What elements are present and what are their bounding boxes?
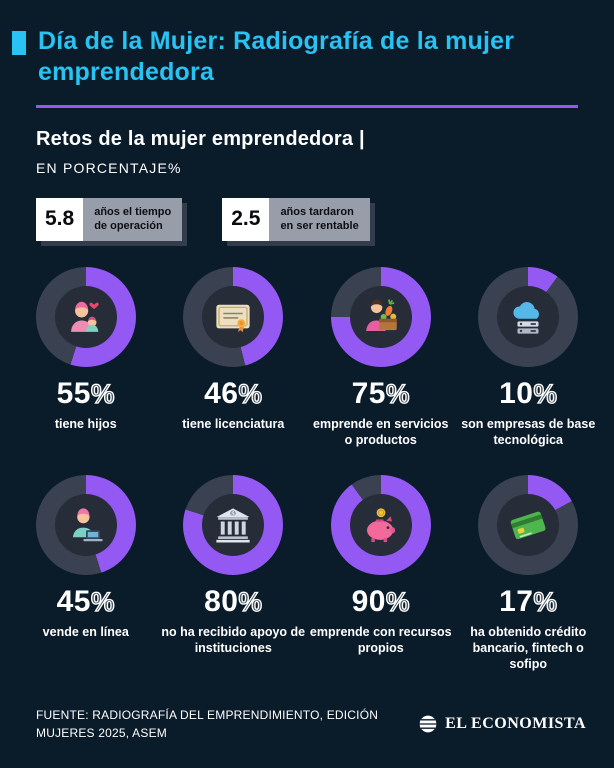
stat-badges: 5.8 años el tiempo de operación 2.5 años … xyxy=(36,197,578,242)
stat-number: 80 xyxy=(204,584,239,618)
badge-label-line1: años tardaron xyxy=(280,205,354,218)
donut-chart xyxy=(183,267,284,368)
stat-card-base-tecnologica: 10% son empresas de base tecnológica xyxy=(455,267,603,449)
stat-percentage: 10% xyxy=(499,379,557,409)
percent-sign: % xyxy=(385,586,410,617)
donut-hole xyxy=(202,286,265,349)
section-title: Retos de la mujer emprendedora | xyxy=(36,127,365,150)
credit-card-icon xyxy=(510,511,546,539)
badge-label: años el tiempo de operación xyxy=(83,197,183,242)
section-head: Retos de la mujer emprendedora | EN PORC… xyxy=(36,128,578,176)
badge-label-line2: de operación xyxy=(94,220,163,233)
donut-chart xyxy=(35,267,136,368)
diploma-icon xyxy=(216,304,250,333)
donut-hole xyxy=(349,493,412,556)
donut-chart xyxy=(35,474,136,575)
stat-percentage: 45% xyxy=(56,584,115,618)
donut-hole xyxy=(54,493,117,556)
stat-label: vende en línea xyxy=(42,624,129,639)
piggy-bank-icon xyxy=(366,508,395,542)
brand-name: EL ECONOMISTA xyxy=(445,715,586,732)
badge-label: años tardaron en ser rentable xyxy=(269,197,370,242)
donut-hole xyxy=(497,286,560,349)
percent-sign: % xyxy=(385,379,410,410)
donut-chart xyxy=(330,267,431,368)
donut-chart: $ xyxy=(183,474,284,575)
stat-label: tiene licenciatura xyxy=(182,417,285,432)
stat-percentage: 80% xyxy=(204,584,263,618)
donut-grid: 55% tiene hijos 46% tiene xyxy=(12,267,602,672)
percent-sign: % xyxy=(238,379,263,410)
online-seller-icon xyxy=(72,508,103,541)
percent-sign: % xyxy=(90,379,115,410)
stat-card-credito: 17% ha obtenido crédito bancario, fintec… xyxy=(455,474,603,673)
percent-sign: % xyxy=(90,586,115,617)
stat-number: 17 xyxy=(499,584,534,618)
stat-card-tiene-hijos: 55% tiene hijos xyxy=(12,267,160,449)
vendor-products-icon xyxy=(365,299,397,332)
badge-value: 2.5 xyxy=(222,197,270,242)
donut-hole xyxy=(497,493,560,556)
stat-card-licenciatura: 46% tiene licenciatura xyxy=(160,267,308,449)
stat-label: no ha recibido apoyo de instituciones xyxy=(161,624,306,655)
stat-number: 10 xyxy=(499,377,534,411)
stat-card-apoyo-instituciones: $ 80% no ha recibido apoyo de institucio… xyxy=(160,474,308,673)
source-text: FUENTE: RADIOGRAFÍA DEL EMPRENDIMIENTO, … xyxy=(36,708,379,740)
donut-hole xyxy=(54,286,117,349)
donut-hole: $ xyxy=(202,493,265,556)
badge-label-line2: en ser rentable xyxy=(280,220,359,233)
badge-years-operating: 5.8 años el tiempo de operación xyxy=(36,197,183,242)
percent-sign: % xyxy=(533,586,558,617)
badge-years-to-profit: 2.5 años tardaron en ser rentable xyxy=(222,197,370,242)
stat-percentage: 17% xyxy=(499,584,558,618)
stat-number: 45 xyxy=(56,584,91,618)
stat-card-recursos-propios: 90% emprende con recursos propios xyxy=(307,474,455,673)
donut-hole xyxy=(349,286,412,349)
stat-card-vende-en-linea: 45% vende en línea xyxy=(12,474,160,673)
badge-value: 5.8 xyxy=(36,197,84,242)
stat-percentage: 75% xyxy=(352,379,410,409)
title-bullet xyxy=(12,31,26,55)
percent-sign: % xyxy=(238,586,263,617)
bank-building-icon: $ xyxy=(216,508,250,543)
units-label: EN PORCENTAJE% xyxy=(36,159,182,176)
footer: FUENTE: RADIOGRAFÍA DEL EMPRENDIMIENTO, … xyxy=(0,706,614,768)
donut-chart xyxy=(478,474,579,575)
title-divider xyxy=(36,104,578,108)
svg-text:$: $ xyxy=(232,510,235,517)
stat-label: ha obtenido crédito bancario, fintech o … xyxy=(470,624,587,672)
stat-label: tiene hijos xyxy=(54,417,117,432)
brand-logo: EL ECONOMISTA xyxy=(418,714,586,734)
stat-label: emprende en servicios o productos xyxy=(313,417,449,448)
stat-label: son empresas de base tecnológica xyxy=(461,417,596,448)
donut-chart xyxy=(478,267,579,368)
stat-number: 46 xyxy=(204,377,239,411)
stat-percentage: 90% xyxy=(351,584,410,618)
globe-icon xyxy=(419,715,437,733)
stat-percentage: 46% xyxy=(204,379,262,409)
stat-number: 75 xyxy=(351,377,386,411)
stat-number: 55 xyxy=(56,377,91,411)
stat-percentage: 55% xyxy=(57,379,115,409)
stat-card-servicios-productos: 75% emprende en servicios o productos xyxy=(307,267,455,449)
cloud-tech-icon xyxy=(513,302,540,334)
stat-number: 90 xyxy=(351,584,386,618)
page-title: Día de la Mujer: Radiografía de la mujer… xyxy=(38,27,515,87)
header: Día de la Mujer: Radiografía de la mujer… xyxy=(0,0,614,89)
stat-label: emprende con recursos propios xyxy=(309,624,452,655)
badge-label-line1: años el tiempo xyxy=(94,205,172,218)
percent-sign: % xyxy=(533,379,558,410)
donut-chart xyxy=(330,474,431,575)
mother-child-icon xyxy=(70,301,99,333)
